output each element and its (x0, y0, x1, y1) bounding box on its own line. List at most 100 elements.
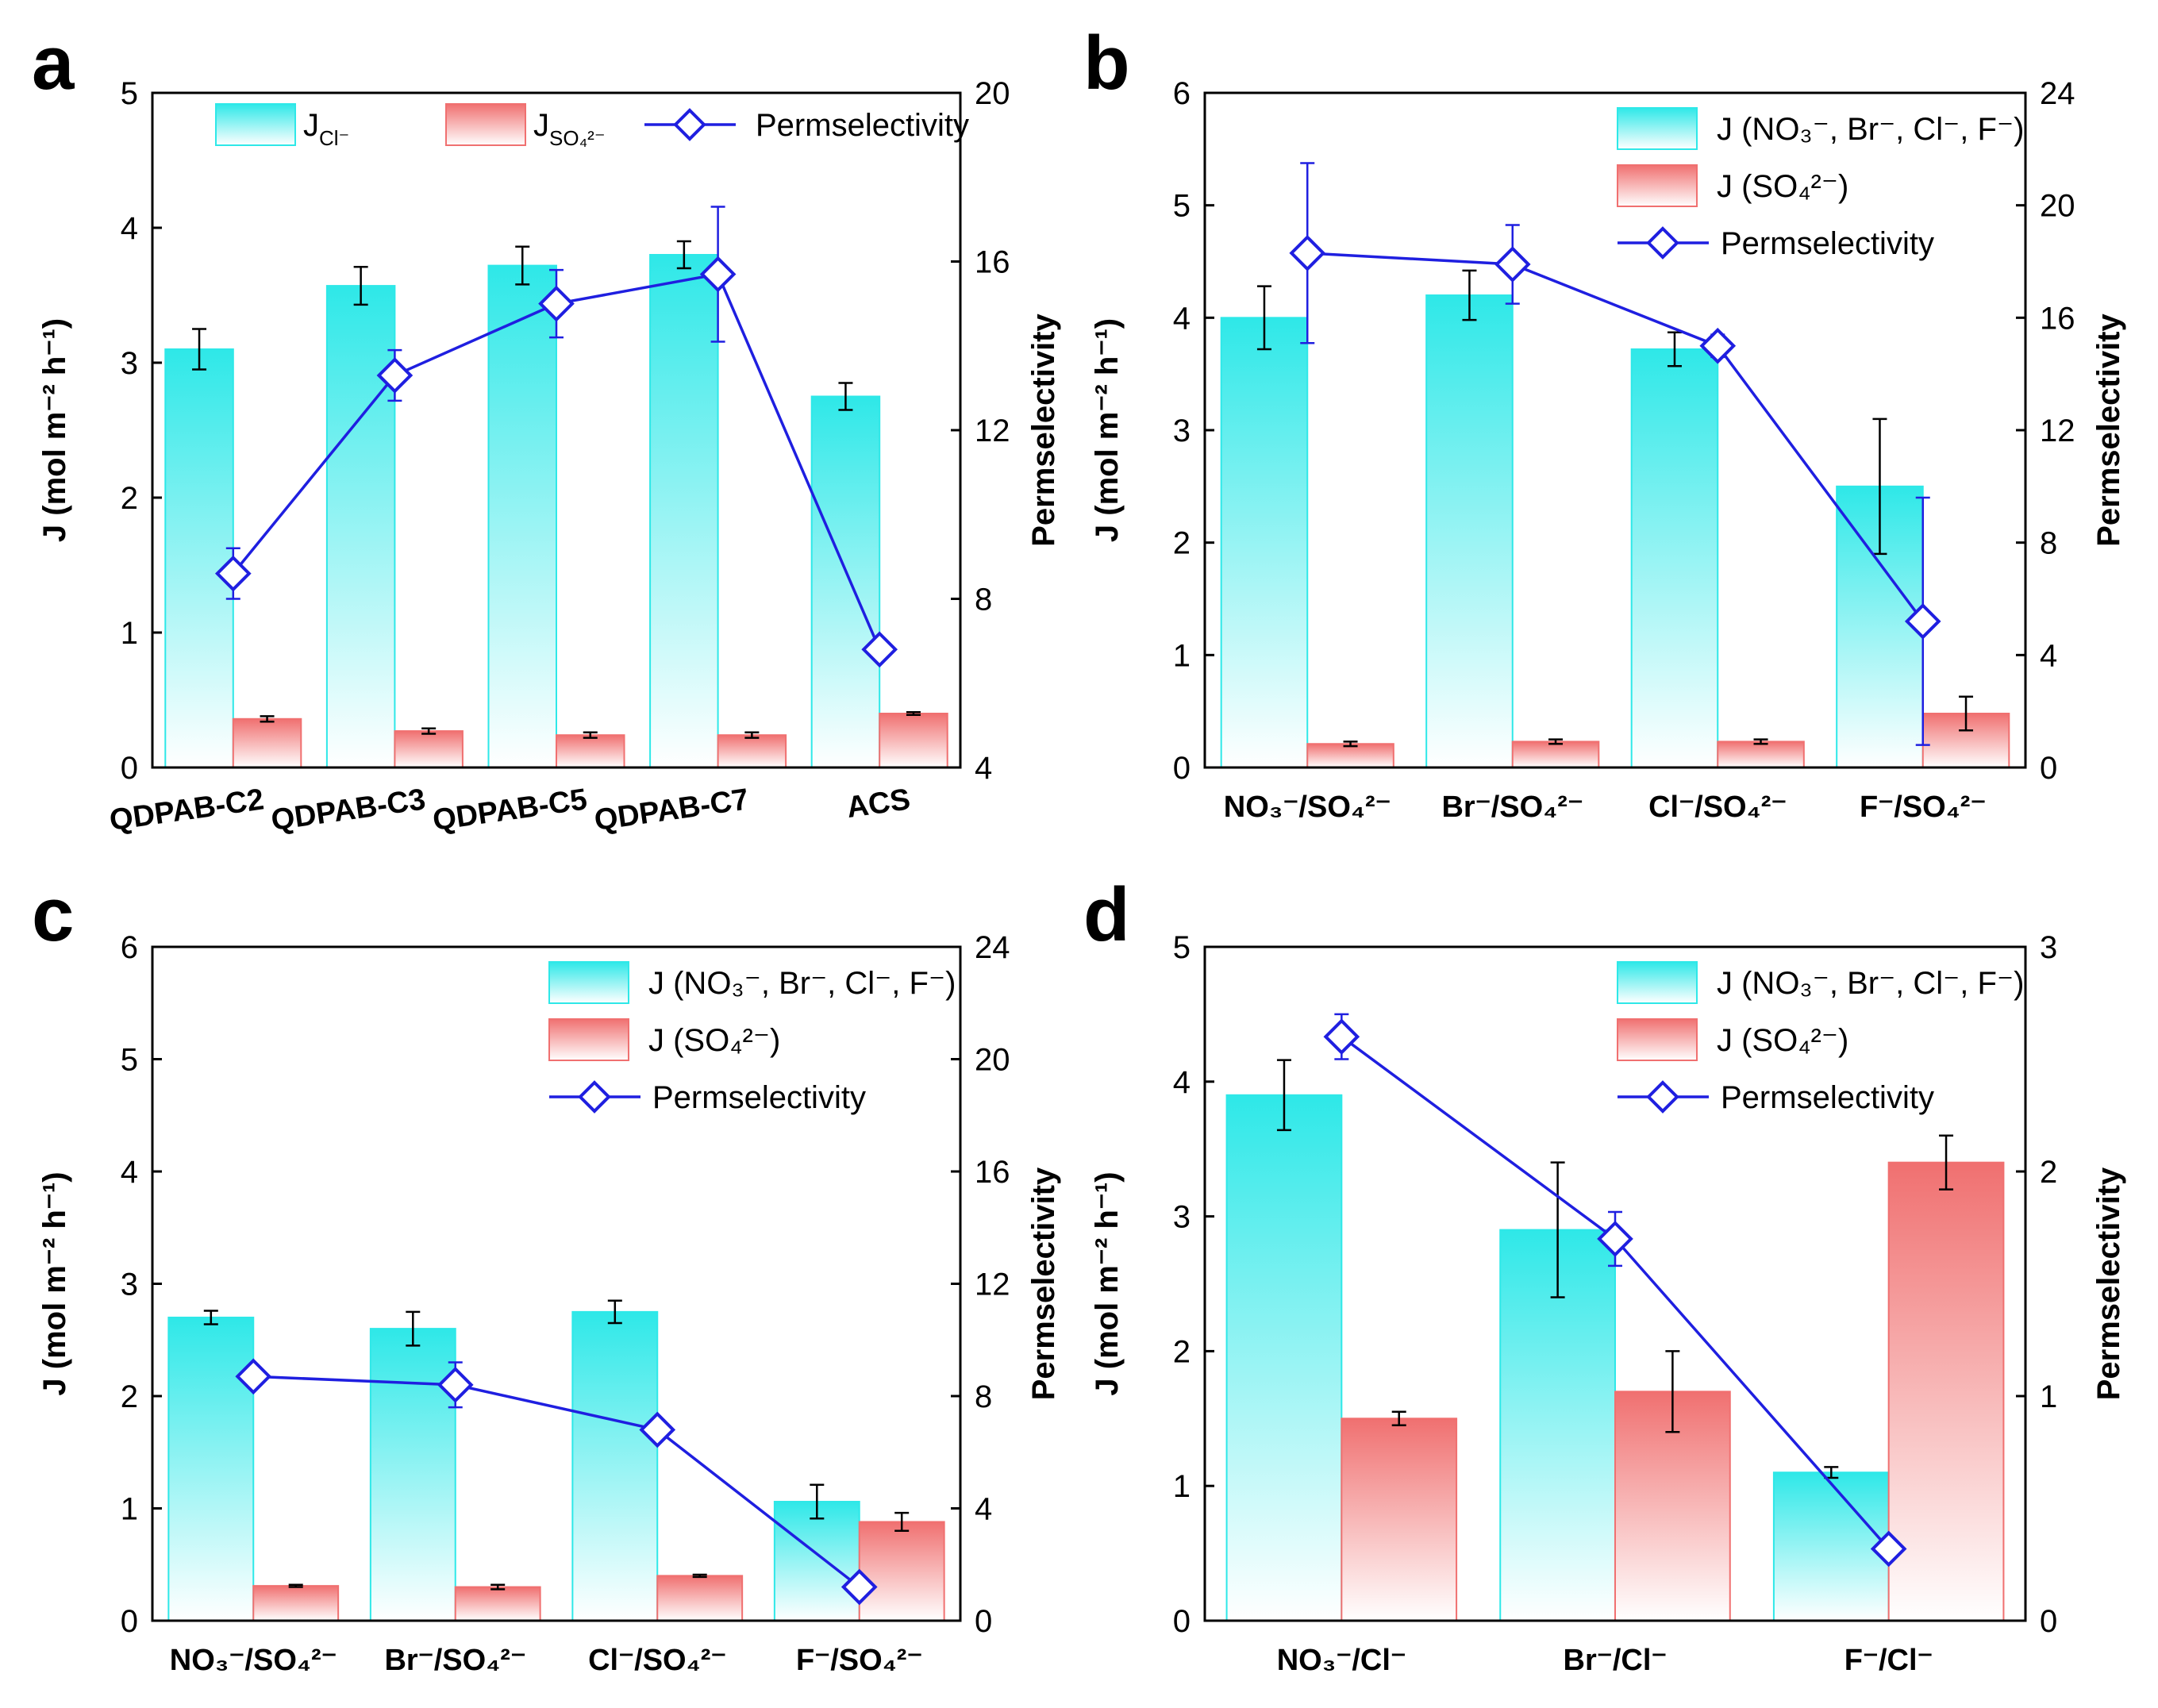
panel-letter: d (1083, 872, 1130, 957)
legend-label: Permselectivity (1721, 1080, 1934, 1115)
permselectivity-point (1699, 327, 1737, 364)
legend-label: J (NO₃⁻, Br⁻, Cl⁻, F⁻) (1717, 966, 2024, 1001)
bar-red (454, 1586, 541, 1622)
permselectivity-point (1904, 603, 1941, 640)
legend-swatch-cyan (215, 103, 296, 146)
legend-swatch-red (548, 1018, 629, 1061)
y-tick-label: 4 (121, 1155, 138, 1190)
bar-cyan (571, 1310, 659, 1621)
x-tick-label: NO₃⁻/SO₄²⁻ (170, 1644, 337, 1677)
y-tick-label: 5 (121, 76, 138, 111)
y2-tick-label: 4 (2040, 638, 2057, 673)
legend-label: J (NO₃⁻, Br⁻, Cl⁻, F⁻) (648, 966, 956, 1001)
bar-red (1887, 1161, 2005, 1622)
permselectivity-point (214, 555, 252, 592)
bar-cyan (167, 1316, 255, 1621)
panel-letter: c (32, 872, 74, 957)
bar-red (1306, 743, 1394, 768)
y2-tick-label: 16 (2040, 301, 2075, 336)
y-axis-label: J (mol m⁻² h⁻¹) (37, 1171, 72, 1395)
legend-swatch-cyan (548, 961, 629, 1004)
y-tick-label: 0 (121, 751, 138, 786)
x-tick-label: QDPAB-C5 (431, 783, 590, 837)
y2-tick-label: 20 (975, 1043, 1010, 1078)
bar-cyan (649, 254, 719, 768)
bar-red (717, 734, 787, 769)
permselectivity-point (538, 285, 575, 322)
y-tick-label: 4 (121, 211, 138, 246)
y2-tick-label: 16 (975, 245, 1010, 280)
y2-tick-label: 12 (975, 414, 1010, 448)
bar-cyan (369, 1328, 456, 1621)
bar-red (879, 713, 948, 768)
x-tick-label: QDPAB-C3 (269, 783, 428, 837)
y-tick-label: 1 (1173, 1469, 1191, 1504)
y-tick-label: 2 (1173, 1334, 1191, 1369)
y2-tick-label: 0 (2040, 751, 2057, 786)
legend-label: Permselectivity (756, 108, 969, 143)
x-tick-label: F⁻/Cl⁻ (1844, 1644, 1933, 1677)
permselectivity-point (699, 256, 737, 293)
x-tick-label: Cl⁻/SO₄²⁻ (1648, 791, 1787, 824)
legend-marker (578, 1080, 611, 1114)
bar-red (656, 1575, 744, 1622)
y-tick-label: 1 (1173, 638, 1191, 673)
bar-red (1341, 1418, 1458, 1622)
y-tick-label: 4 (1173, 1065, 1191, 1100)
y2-tick-label: 16 (975, 1155, 1010, 1190)
x-tick-label: Br⁻/Cl⁻ (1564, 1644, 1668, 1677)
x-tick-label: F⁻/SO₄²⁻ (796, 1644, 923, 1677)
bar-red (1717, 741, 1805, 769)
y-axis-label: J (mol m⁻² h⁻¹) (1090, 1171, 1125, 1395)
y-tick-label: 3 (121, 1268, 138, 1302)
legend-swatch-cyan (1617, 961, 1698, 1004)
bar-cyan (164, 348, 234, 768)
x-tick-label: ACS (844, 783, 912, 825)
plot-frame (1203, 945, 2027, 1622)
y2-tick-label: 24 (975, 930, 1010, 965)
panel-letter: b (1083, 21, 1130, 106)
y2-axis-label: Permselectivity (2091, 313, 2126, 546)
y-tick-label: 6 (121, 930, 138, 965)
x-tick-label: F⁻/SO₄²⁻ (1860, 791, 1987, 824)
legend-marker (1646, 226, 1679, 260)
bar-red (394, 730, 464, 768)
x-tick-label: Cl⁻/SO₄²⁻ (588, 1644, 726, 1677)
permselectivity-line (1307, 252, 1925, 622)
y2-tick-label: 3 (2040, 930, 2057, 965)
y-tick-label: 3 (1173, 1200, 1191, 1235)
legend-label: J (SO₄²⁻) (648, 1023, 780, 1058)
bar-cyan (773, 1501, 860, 1622)
legend-label: J (SO₄²⁻) (1717, 1023, 1848, 1058)
y-tick-label: 0 (121, 1604, 138, 1639)
permselectivity-point (1289, 235, 1326, 271)
permselectivity-point (235, 1358, 272, 1395)
panel-d: d 0 1 2 3 4 5 0 1 2 3 NO₃⁻/Cl⁻ Br⁻/Cl⁻ F⁻/Cl⁻ J (mol m… (1083, 872, 2126, 1677)
bar-cyan (325, 285, 396, 769)
y-tick-label: 5 (121, 1043, 138, 1078)
panel-letter: a (32, 21, 75, 106)
x-tick-label: QDPAB-C2 (107, 783, 266, 837)
permselectivity-point (1494, 246, 1531, 283)
bar-red (858, 1521, 945, 1621)
legend-label: JSO₄²⁻ (533, 108, 606, 150)
permselectivity-point (861, 631, 898, 668)
bar-cyan (810, 395, 881, 768)
y-tick-label: 6 (1173, 76, 1191, 111)
y2-axis-label: Permselectivity (1026, 1167, 1061, 1400)
legend-label: Permselectivity (1721, 226, 1934, 261)
y-tick-label: 5 (1173, 189, 1191, 224)
legend-marker (673, 108, 706, 141)
bar-red (232, 717, 302, 768)
legend-swatch-cyan (1617, 107, 1698, 150)
y-tick-label: 1 (121, 1492, 138, 1527)
y2-axis-label: Permselectivity (2091, 1167, 2126, 1400)
y2-tick-label: 0 (975, 1604, 992, 1639)
x-tick-label: Br⁻/SO₄²⁻ (384, 1644, 526, 1677)
legend-marker (1646, 1080, 1679, 1114)
legend-swatch-red (1617, 164, 1698, 207)
y2-tick-label: 20 (2040, 189, 2075, 224)
y2-tick-label: 0 (2040, 1604, 2057, 1639)
bar-cyan (1220, 317, 1309, 769)
